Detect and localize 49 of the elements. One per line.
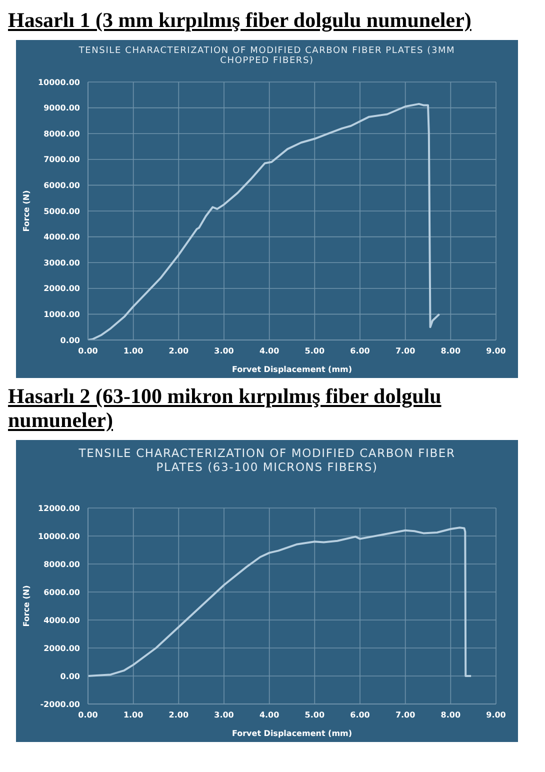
y-tick-label: 1000.00 (44, 310, 80, 320)
x-tick-label: 8.00 (440, 346, 461, 356)
x-tick-label: 9.00 (486, 346, 506, 356)
chart-title: Hasarlı 1 (3 mm kırpılmış fiber dolgulu numuneler) (8, 8, 472, 32)
x-tick-label: 1.00 (123, 346, 144, 356)
x-tick-label: 5.00 (304, 346, 325, 356)
line-series (88, 526, 472, 677)
y-tick-label: 6000.00 (44, 181, 80, 190)
x-tick-label: 7.00 (395, 346, 416, 356)
x-axis-title: Forvet Displacement (mm) (232, 729, 352, 738)
chart-subtitle: TENSILE CHARACTERIZATION OF MODIFIED CARBON FIBER PLATES (3MM CHOPPED FIBERS) (78, 45, 456, 68)
y-tick-label: 10000.00 (38, 532, 80, 541)
y-tick-label: 0.00 (60, 336, 80, 345)
x-tick-label: 7.00 (395, 710, 416, 720)
x-tick-label: 9.00 (486, 710, 506, 720)
y-tick-label: 4000.00 (44, 616, 80, 625)
x-tick-label: 3.00 (214, 346, 234, 356)
y-axis-title: Force (N) (22, 585, 31, 627)
x-tick-label: 1.00 (123, 710, 144, 720)
x-tick-label: 0.00 (78, 346, 98, 356)
chart-title: Hasarlı 2 (63-100 mikron kırpılmış fiber dolgulu numuneler) (8, 384, 442, 432)
x-tick-label: 8.00 (440, 710, 461, 720)
chart-subtitle: TENSILE CHARACTERIZATION OF MODIFIED CARBON FIBER PLATES (63-100 MICRONS FIBERS) (78, 445, 456, 476)
y-tick-label: -2000.00 (40, 700, 80, 709)
y-tick-label: 8000.00 (44, 560, 80, 569)
y-tick-label: 8000.00 (44, 129, 80, 138)
y-tick-label: 4000.00 (44, 232, 80, 242)
y-tick-label: 6000.00 (44, 588, 80, 597)
y-tick-label: 10000.00 (38, 78, 80, 87)
x-tick-label: 3.00 (214, 710, 234, 720)
y-tick-label: 3000.00 (44, 258, 80, 268)
x-tick-label: 6.00 (350, 346, 370, 356)
y-tick-label: 5000.00 (44, 206, 80, 216)
y-tick-label: 12000.00 (38, 504, 80, 513)
x-tick-label: 0.00 (78, 710, 98, 720)
x-tick-label: 2.00 (168, 710, 189, 720)
x-tick-label: 5.00 (304, 710, 325, 720)
y-tick-label: 0.00 (60, 672, 80, 681)
y-tick-label: 2000.00 (44, 284, 80, 294)
x-axis-title: Forvet Displacement (mm) (232, 365, 352, 374)
x-tick-label: 2.00 (168, 346, 189, 356)
x-tick-label: 6.00 (350, 710, 370, 720)
y-tick-label: 7000.00 (44, 155, 80, 164)
x-tick-label: 4.00 (259, 346, 280, 356)
y-tick-label: 2000.00 (44, 644, 80, 653)
line-series (88, 102, 440, 340)
x-tick-label: 4.00 (259, 710, 280, 720)
y-tick-label: 9000.00 (44, 104, 80, 113)
y-axis-title: Force (N) (22, 190, 31, 232)
